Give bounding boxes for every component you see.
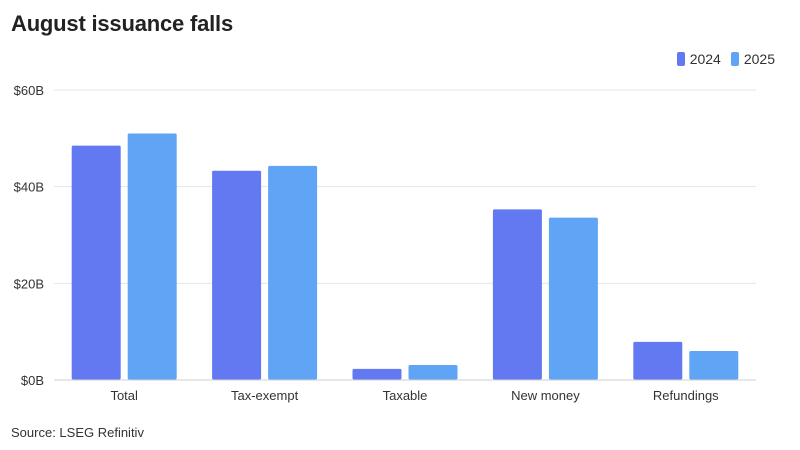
y-tick-label-0: $0B bbox=[21, 373, 44, 388]
bar-total-2025 bbox=[127, 133, 177, 380]
y-tick-label-40: $40B bbox=[14, 180, 44, 195]
chart-source: Source: LSEG Refinitiv bbox=[11, 425, 144, 440]
y-tick-label-20: $20B bbox=[14, 276, 44, 291]
legend-label-series-2: 2025 bbox=[743, 51, 775, 67]
y-tick-label-60: $60B bbox=[14, 83, 44, 98]
bar-taxable-2025 bbox=[408, 365, 458, 380]
chart-title: August issuance falls bbox=[11, 11, 233, 36]
bar-refundings-2024 bbox=[633, 341, 683, 380]
bar-new-money-2025 bbox=[548, 217, 598, 380]
bar-new-money-2024 bbox=[492, 209, 542, 380]
bar-tax-exempt-2024 bbox=[212, 170, 262, 380]
legend-item-series-1: 2024 bbox=[676, 51, 721, 67]
chart-legend: 2024 2025 bbox=[676, 51, 775, 67]
legend-swatch-series-1 bbox=[676, 52, 685, 66]
x-tick-label-total: Total bbox=[110, 388, 138, 403]
bar-total-2024 bbox=[71, 145, 121, 380]
bar-taxable-2024 bbox=[352, 368, 402, 380]
bar-refundings-2025 bbox=[689, 351, 739, 380]
x-tick-label-tax-exempt: Tax-exempt bbox=[231, 388, 299, 403]
x-tick-label-refundings: Refundings bbox=[653, 388, 719, 403]
x-tick-label-taxable: Taxable bbox=[383, 388, 428, 403]
legend-swatch-series-2 bbox=[730, 52, 739, 66]
legend-item-series-2: 2025 bbox=[730, 51, 775, 67]
x-tick-label-new-money: New money bbox=[511, 388, 580, 403]
legend-label-series-1: 2024 bbox=[689, 51, 721, 67]
bar-tax-exempt-2025 bbox=[268, 165, 318, 380]
